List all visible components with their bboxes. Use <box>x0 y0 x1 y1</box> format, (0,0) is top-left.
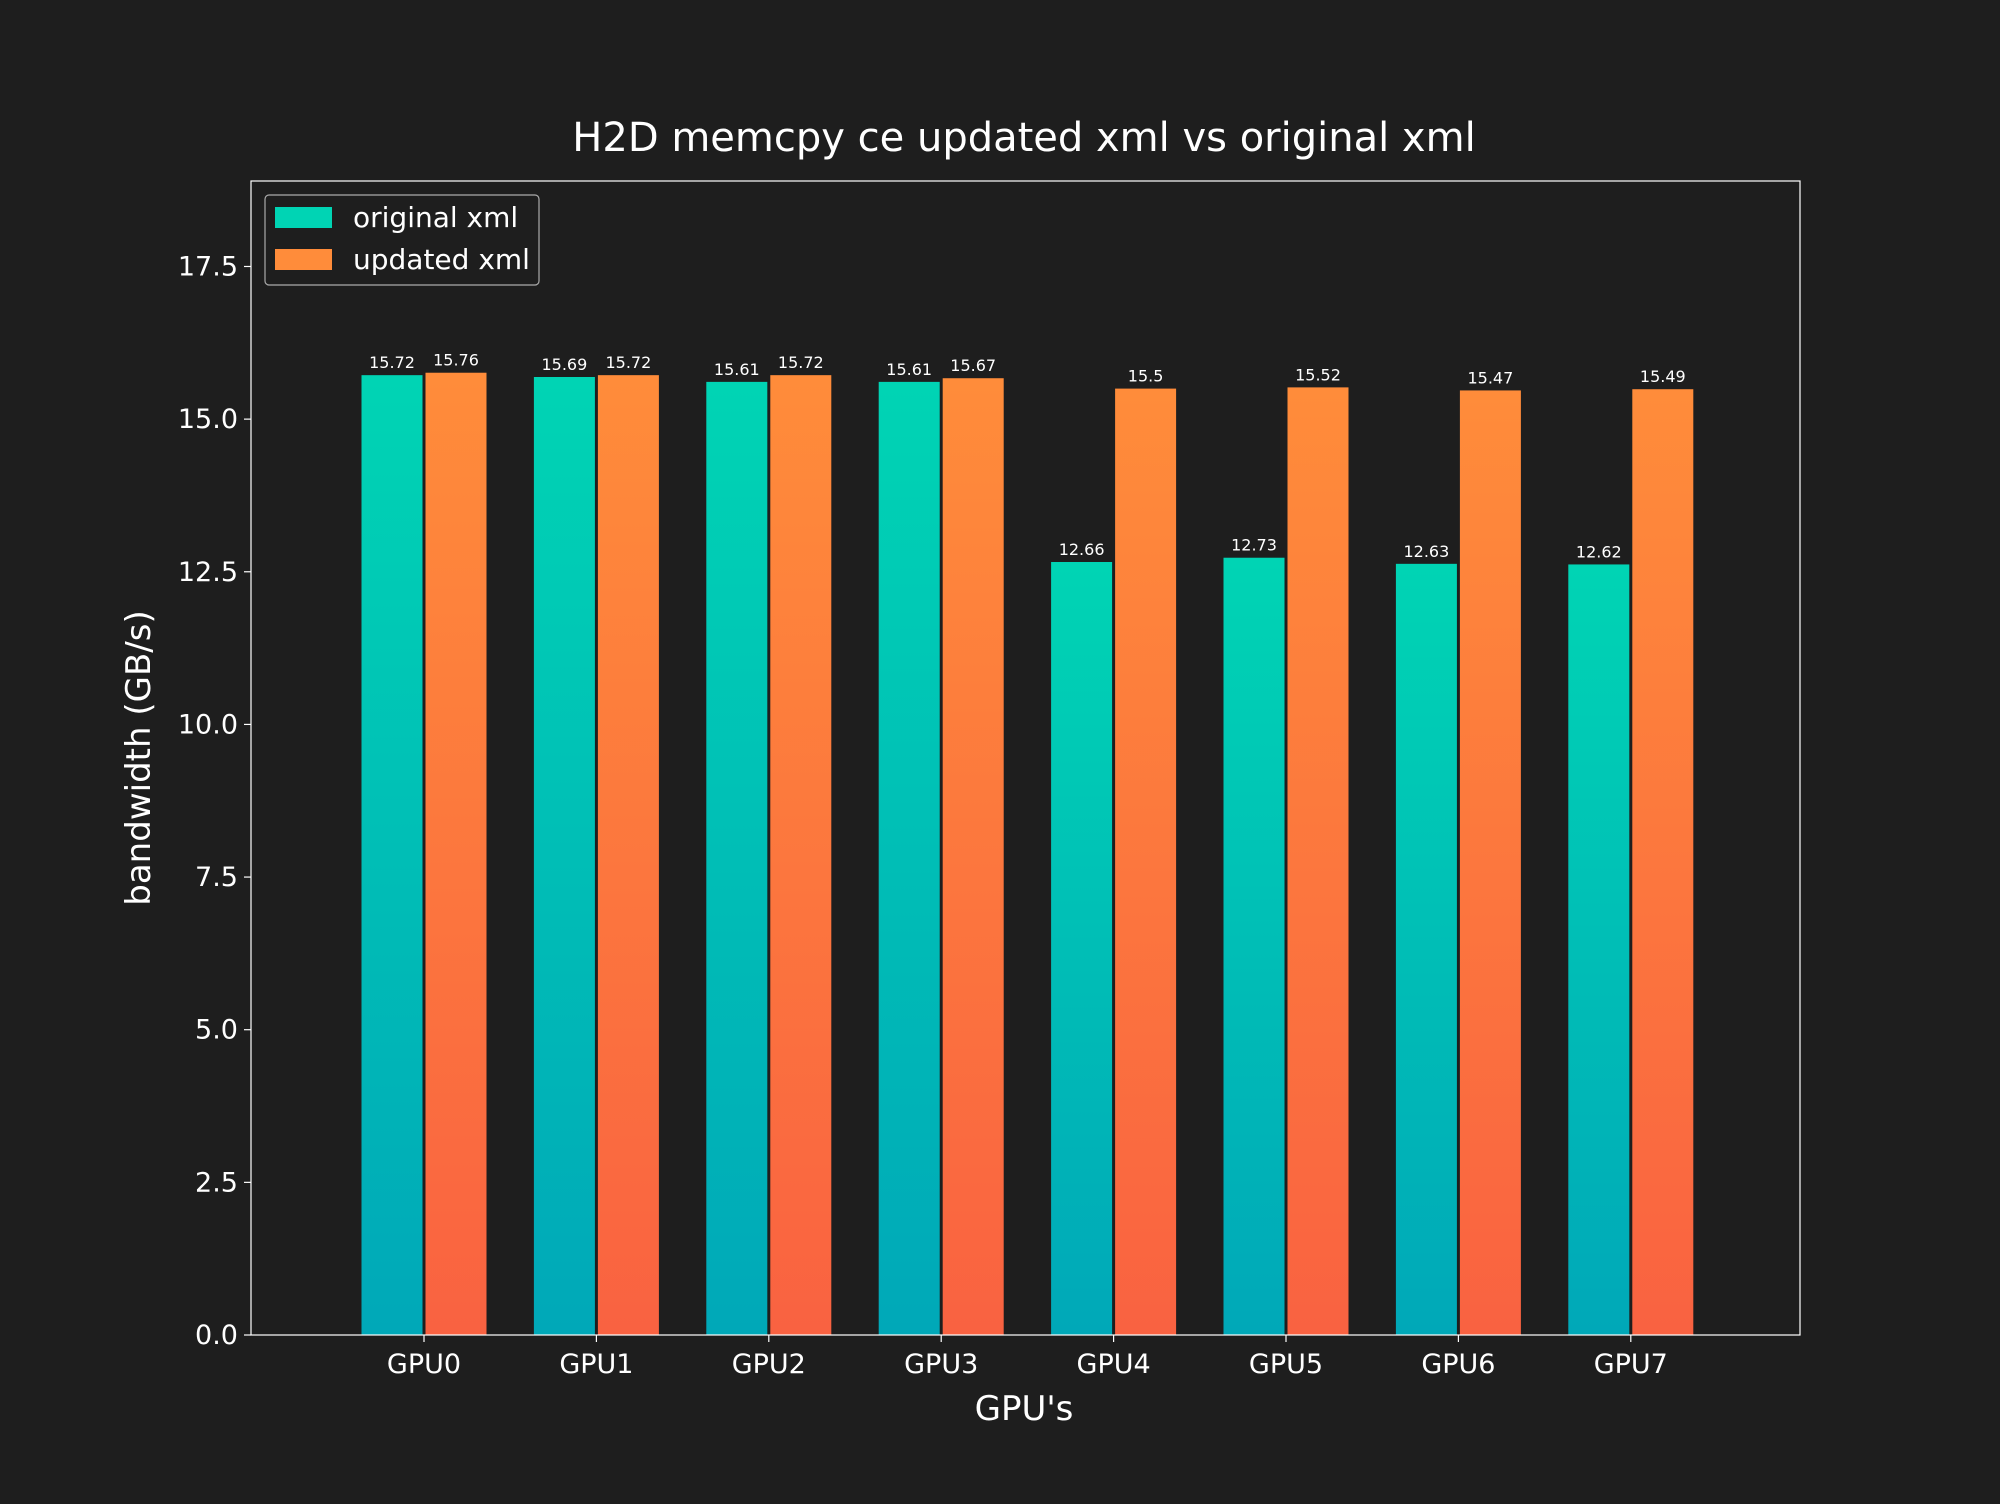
data-label: 15.5 <box>1128 367 1164 386</box>
bar-updated-xml-gpu3 <box>942 378 1004 1335</box>
bar-original-xml-gpu6 <box>1395 563 1457 1335</box>
data-label: 15.67 <box>950 356 996 375</box>
y-tick-label: 5.0 <box>195 1015 238 1046</box>
data-label: 15.72 <box>778 353 824 372</box>
y-tick-label: 12.5 <box>178 557 238 588</box>
bar-updated-xml-gpu5 <box>1287 387 1349 1335</box>
legend-label-original-xml: original xml <box>353 201 518 234</box>
x-axis: GPU0 GPU1 GPU2 GPU3 GPU4 GPU5 GPU6 GPU7 <box>387 1335 1668 1380</box>
y-tick-label: 15.0 <box>178 404 238 435</box>
y-axis-label: bandwidth (GB/s) <box>119 610 159 905</box>
y-tick-label: 2.5 <box>195 1167 238 1198</box>
data-label: 15.49 <box>1640 367 1686 386</box>
data-label: 15.47 <box>1467 368 1513 387</box>
x-tick-label: GPU0 <box>387 1349 461 1380</box>
y-tick-label: 7.5 <box>195 862 238 893</box>
y-tick-label: 0.0 <box>195 1320 238 1351</box>
data-label: 15.72 <box>605 353 651 372</box>
bar-original-xml-gpu1 <box>533 376 595 1335</box>
bar-updated-xml-gpu6 <box>1459 390 1521 1335</box>
y-axis: 0.0 2.5 5.0 7.5 10.0 12.5 15.0 17.5 <box>178 251 251 1351</box>
bar-original-xml-gpu7 <box>1568 564 1630 1335</box>
legend-box <box>264 194 540 286</box>
bar-updated-xml-gpu4 <box>1115 388 1177 1335</box>
y-tick-label: 10.0 <box>178 709 238 740</box>
y-tick-label: 17.5 <box>178 251 238 282</box>
x-tick-label: GPU3 <box>904 1349 978 1380</box>
legend-swatch-updated-xml <box>275 249 332 270</box>
bar-updated-xml-gpu1 <box>597 375 659 1336</box>
x-tick-label: GPU1 <box>559 1349 633 1380</box>
plot-frame <box>250 180 1801 1336</box>
x-tick-label: GPU7 <box>1594 1349 1668 1380</box>
bar-original-xml-gpu3 <box>878 381 940 1335</box>
legend: original xml updated xml <box>264 194 540 286</box>
bar-original-xml-gpu0 <box>361 375 423 1336</box>
data-label: 15.69 <box>541 355 587 374</box>
data-label: 15.52 <box>1295 365 1341 384</box>
bar-original-xml-gpu2 <box>706 381 768 1335</box>
x-tick-label: GPU5 <box>1249 1349 1323 1380</box>
data-label: 12.62 <box>1576 542 1622 561</box>
data-label: 15.61 <box>714 360 760 379</box>
data-label: 15.61 <box>886 360 932 379</box>
x-tick-label: GPU4 <box>1077 1349 1151 1380</box>
data-label: 12.73 <box>1231 536 1277 555</box>
bar-original-xml-gpu4 <box>1051 562 1113 1335</box>
bar-updated-xml-gpu7 <box>1632 389 1694 1335</box>
chart-title: H2D memcpy ce updated xml vs original xm… <box>572 115 1475 161</box>
bar-updated-xml-gpu0 <box>425 372 487 1335</box>
data-label: 15.72 <box>369 353 415 372</box>
x-axis-label: GPU's <box>975 1389 1074 1429</box>
bars-group <box>361 372 1694 1336</box>
legend-swatch-original-xml <box>275 207 332 228</box>
legend-label-updated-xml: updated xml <box>353 243 530 276</box>
data-label: 15.76 <box>433 351 479 370</box>
bar-original-xml-gpu5 <box>1223 557 1285 1335</box>
data-label: 12.63 <box>1403 542 1449 561</box>
data-label: 12.66 <box>1059 540 1105 559</box>
x-tick-label: GPU6 <box>1421 1349 1495 1380</box>
x-tick-label: GPU2 <box>732 1349 806 1380</box>
bar-updated-xml-gpu2 <box>770 375 832 1336</box>
data-labels-group: 15.72 15.76 15.69 15.72 15.61 15.72 15.61 15.67… <box>369 351 1686 562</box>
